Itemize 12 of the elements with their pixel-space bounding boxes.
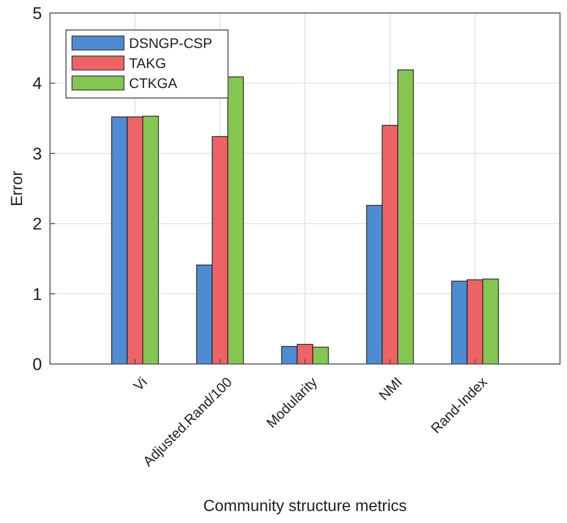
legend-label: DSNGP-CSP (129, 34, 212, 51)
y-tick-label: 4 (32, 74, 42, 94)
legend-label: TAKG (129, 54, 166, 71)
x-axis-title: Community structure metrics (203, 498, 407, 515)
x-tick-label: NMI (376, 374, 406, 404)
y-axis-title: Error (9, 170, 26, 206)
y-tick-label: 3 (32, 144, 42, 164)
y-tick-label: 1 (32, 284, 42, 304)
y-tick-label: 5 (32, 4, 42, 23)
legend-label: CTKGA (129, 74, 178, 91)
y-tick-label: 0 (32, 354, 42, 374)
y-tick-label: 2 (32, 214, 42, 234)
